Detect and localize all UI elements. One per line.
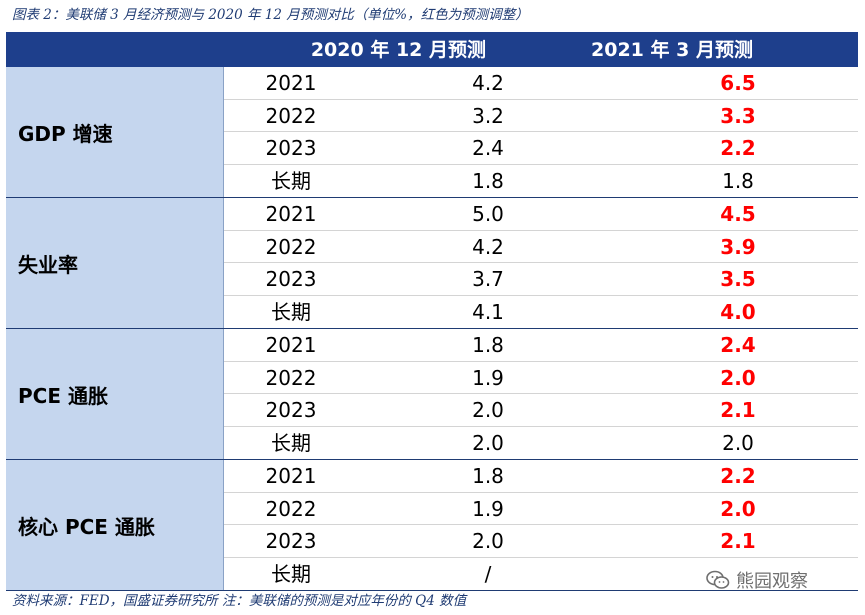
year-cell: 2021: [265, 464, 317, 488]
wechat-icon: [706, 570, 730, 589]
year-cell: 2023: [265, 398, 317, 422]
forecast-2020-cell: 1.9: [472, 496, 504, 521]
table-row: 2022 3.2 3.3: [224, 100, 858, 132]
table-row: 2021 4.2 6.5: [224, 67, 858, 100]
table-row: 长期 4.1 4.0: [224, 296, 858, 329]
table-row: 2022 4.2 3.9: [224, 231, 858, 263]
indicator-label: 核心 PCE 通胀: [6, 460, 224, 590]
figure-caption: 图表 2：美联储 3 月经济预测与 2020 年 12 月预测对比（单位%，红色…: [12, 7, 529, 23]
table-row: 2021 5.0 4.5: [224, 198, 858, 231]
forecast-2021-cell: 6.5: [720, 71, 756, 95]
forecast-2020-cell: 2.0: [472, 529, 504, 553]
table-row: 长期 /: [224, 558, 858, 591]
year-cell: 2022: [265, 365, 317, 390]
forecast-2021-cell: 3.5: [720, 267, 756, 291]
forecast-2020-cell: 3.2: [472, 103, 504, 128]
forecast-2021-cell: 3.3: [720, 103, 756, 128]
forecast-2021-cell: 2.0: [722, 430, 754, 455]
table-row: 长期 2.0 2.0: [224, 427, 858, 460]
forecast-2021-cell: 4.5: [720, 202, 756, 226]
year-cell: 2021: [265, 71, 317, 95]
forecast-2020-cell: 5.0: [472, 202, 504, 226]
forecast-2021-cell: 2.2: [720, 136, 756, 160]
year-cell: 长期: [271, 299, 311, 324]
year-cell: 长期: [271, 168, 311, 193]
year-cell: 长期: [271, 561, 311, 586]
year-cell: 2022: [265, 234, 317, 259]
forecast-2020-cell: /: [484, 561, 492, 586]
table-row: 2023 2.4 2.2: [224, 132, 858, 165]
year-cell: 2021: [265, 202, 317, 226]
indicator-rows: 2021 1.8 2.4 2022 1.9 2.0 2023 2.0 2.1 长期 2.0 2.0: [224, 329, 858, 459]
forecast-2021-cell: 1.8: [722, 168, 754, 193]
table-row: 长期 1.8 1.8: [224, 165, 858, 198]
forecast-2020-cell: 1.8: [472, 333, 504, 357]
year-cell: 2023: [265, 529, 317, 553]
year-cell: 2022: [265, 103, 317, 128]
forecast-2021-cell: 2.2: [720, 464, 756, 488]
forecast-2021-cell: 2.0: [720, 365, 756, 390]
indicator-rows: 2021 5.0 4.5 2022 4.2 3.9 2023 3.7 3.5 长期 4.1 4.0: [224, 198, 858, 328]
header-2021-forecast: 2021 年 3 月预测: [591, 39, 753, 61]
table-header: 2020 年 12 月预测 2021 年 3 月预测: [6, 32, 858, 67]
table-row: 2023 2.0 2.1: [224, 394, 858, 427]
table-body: GDP 增速 2021 4.2 6.5 2022 3.2 3.3 2023 2.4 2.2 长期 1.…: [6, 67, 858, 591]
table-row: 2023 3.7 3.5: [224, 263, 858, 296]
indicator-group: GDP 增速 2021 4.2 6.5 2022 3.2 3.3 2023 2.4 2.2 长期 1.…: [6, 67, 858, 198]
year-cell: 长期: [271, 430, 311, 455]
forecast-2020-cell: 2.0: [472, 430, 504, 455]
table-row: 2021 1.8 2.4: [224, 329, 858, 362]
forecast-2020-cell: 4.1: [472, 299, 504, 324]
table-row: 2021 1.8 2.2: [224, 460, 858, 493]
forecast-2021-cell: 2.0: [720, 496, 756, 521]
forecast-table: 2020 年 12 月预测 2021 年 3 月预测 GDP 增速 2021 4.2…: [6, 32, 858, 591]
forecast-2020-cell: 1.8: [472, 464, 504, 488]
forecast-2021-cell: 2.1: [720, 398, 756, 422]
indicator-group: 失业率 2021 5.0 4.5 2022 4.2 3.9 2023 3.7 3.5 长期 4.1 4.…: [6, 198, 858, 329]
indicator-group: PCE 通胀 2021 1.8 2.4 2022 1.9 2.0 2023 2.0 2.1 长期 2.…: [6, 329, 858, 460]
year-cell: 2023: [265, 136, 317, 160]
indicator-label: PCE 通胀: [6, 329, 224, 459]
forecast-2020-cell: 4.2: [472, 71, 504, 95]
forecast-2020-cell: 2.4: [472, 136, 504, 160]
forecast-2020-cell: 1.9: [472, 365, 504, 390]
source-note: 资料来源：FED，国盛证券研究所 注：美联储的预测是对应年份的 Q4 数值: [12, 593, 467, 609]
year-cell: 2022: [265, 496, 317, 521]
indicator-label: GDP 增速: [6, 67, 224, 197]
indicator-rows: 2021 1.8 2.2 2022 1.9 2.0 2023 2.0 2.1 长期 /: [224, 460, 858, 590]
table-row: 2022 1.9 2.0: [224, 362, 858, 394]
header-blank-cell: [6, 33, 224, 67]
table-row: 2023 2.0 2.1: [224, 525, 858, 558]
header-2020-forecast: 2020 年 12 月预测: [310, 39, 486, 61]
year-cell: 2023: [265, 267, 317, 291]
table-row: 2022 1.9 2.0: [224, 493, 858, 525]
forecast-2021-cell: 2.4: [720, 333, 756, 357]
forecast-2020-cell: 2.0: [472, 398, 504, 422]
indicator-group: 核心 PCE 通胀 2021 1.8 2.2 2022 1.9 2.0 2023 2.0 2.1 长…: [6, 460, 858, 591]
watermark: 熊园观察: [706, 566, 808, 594]
forecast-2020-cell: 3.7: [472, 267, 504, 291]
year-cell: 2021: [265, 333, 317, 357]
forecast-2020-cell: 4.2: [472, 234, 504, 259]
indicator-rows: 2021 4.2 6.5 2022 3.2 3.3 2023 2.4 2.2 长期 1.8 1.8: [224, 67, 858, 197]
watermark-text: 熊园观察: [736, 571, 808, 592]
indicator-label: 失业率: [6, 198, 224, 328]
forecast-2021-cell: 2.1: [720, 529, 756, 553]
forecast-2020-cell: 1.8: [472, 168, 504, 193]
forecast-2021-cell: 3.9: [720, 234, 756, 259]
forecast-2021-cell: 4.0: [720, 299, 756, 324]
